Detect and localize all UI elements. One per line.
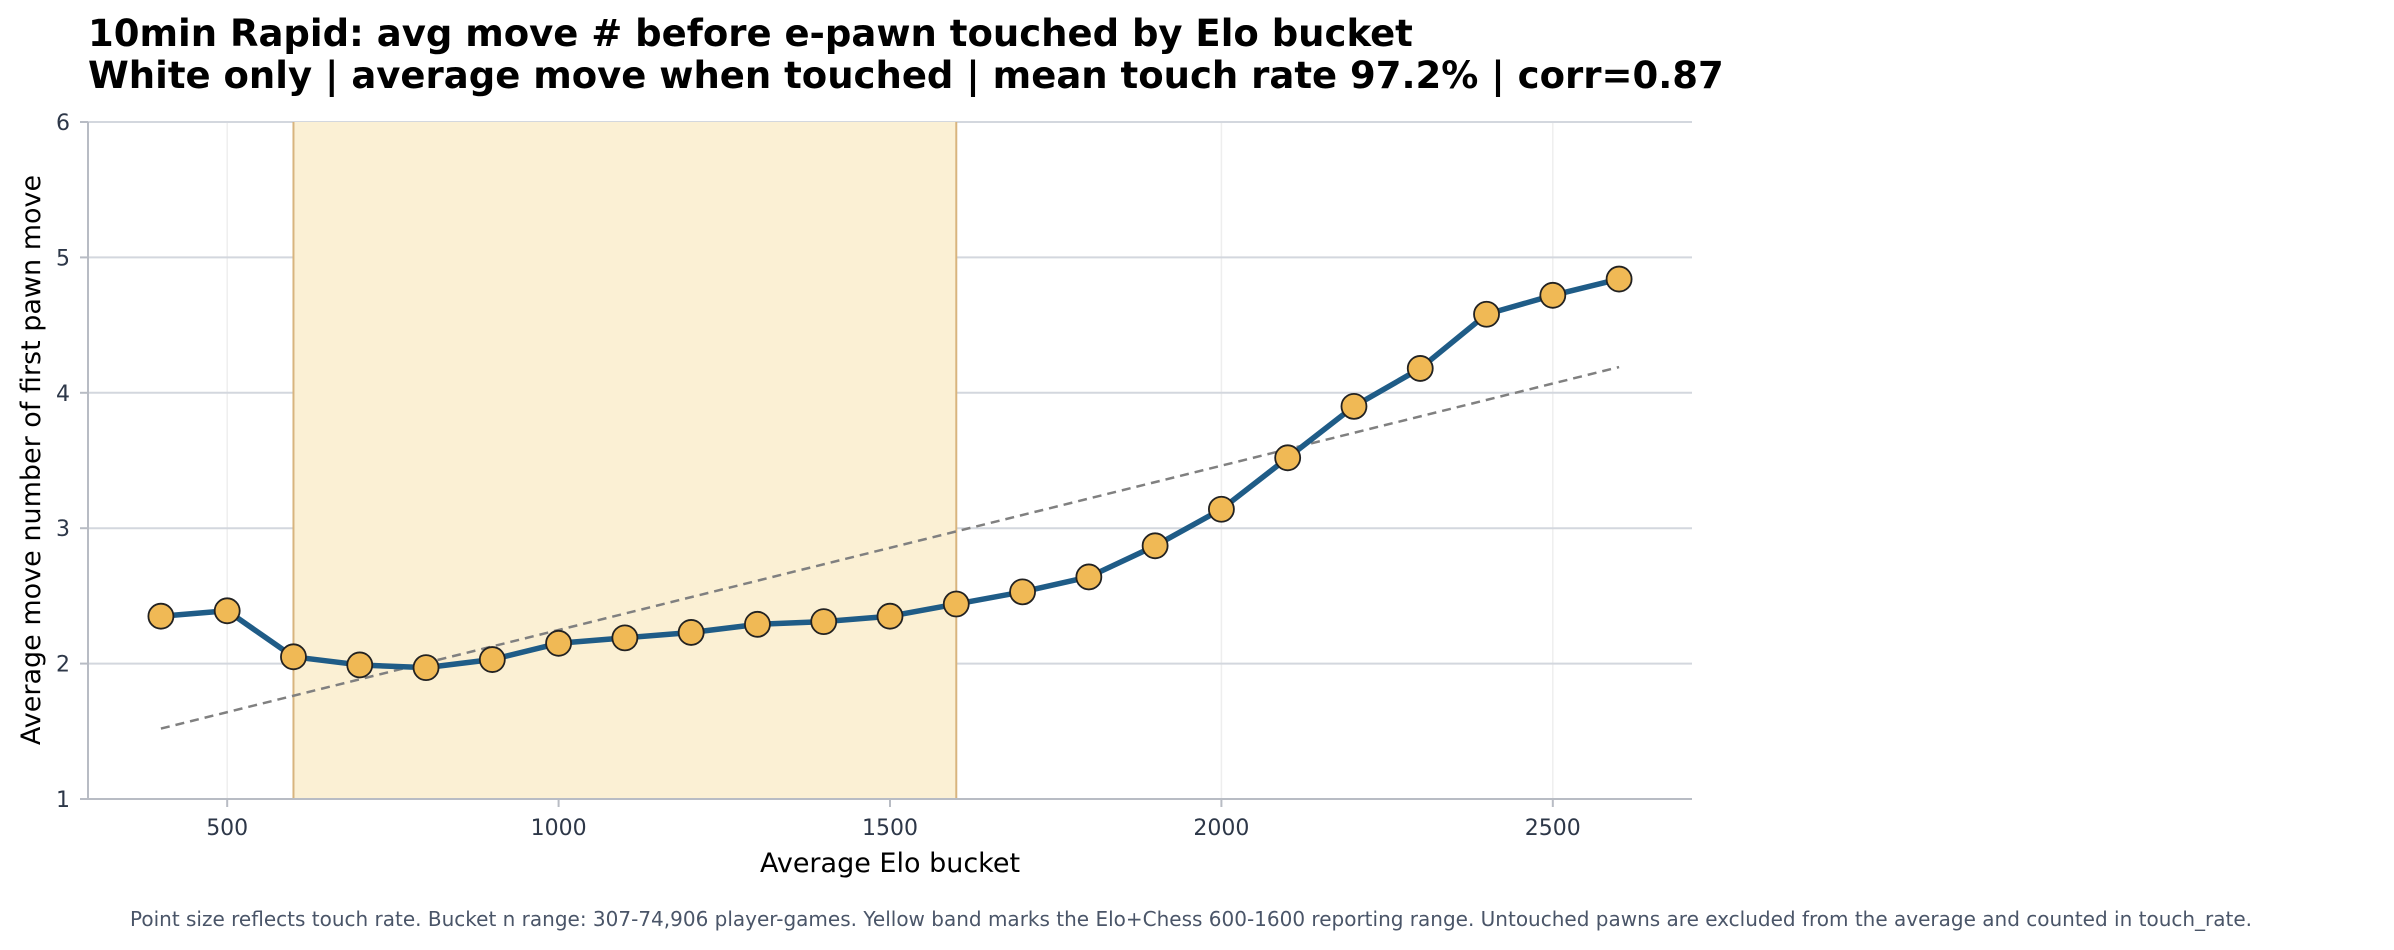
data-point <box>1009 578 1036 606</box>
y-tick-label: 4 <box>56 382 70 407</box>
data-point <box>280 643 307 671</box>
data-point <box>1605 265 1633 293</box>
highlight-band <box>293 122 957 799</box>
chart-title: 10min Rapid: avg move # before e-pawn to… <box>88 12 1413 55</box>
x-tick-label: 1000 <box>531 816 587 841</box>
data-point <box>810 608 838 636</box>
data-point <box>213 597 241 625</box>
data-point <box>876 602 904 630</box>
trendline-group <box>160 365 1620 730</box>
data-point <box>346 651 374 679</box>
y-tick-label: 3 <box>56 517 70 542</box>
data-point <box>1473 300 1500 328</box>
y-tick-label: 5 <box>56 246 70 271</box>
x-tick-label: 500 <box>206 816 248 841</box>
data-point <box>545 629 572 657</box>
x-axis-label: Average Elo bucket <box>760 848 1020 879</box>
data-point <box>147 602 175 630</box>
data-point <box>677 619 705 646</box>
chart-caption: Point size reflects touch rate. Bucket n… <box>130 907 2252 931</box>
y-axis-label: Average move number of first pawn move <box>16 175 47 745</box>
data-point <box>1406 355 1434 382</box>
data-point <box>1539 281 1567 309</box>
data-point <box>1340 392 1368 420</box>
data-point <box>1075 563 1103 591</box>
trendline <box>160 365 1620 730</box>
x-tick-label: 2000 <box>1193 816 1249 841</box>
x-tick-label: 2500 <box>1525 816 1581 841</box>
axes <box>80 121 1692 807</box>
data-points <box>147 265 1633 682</box>
data-point <box>1274 444 1302 472</box>
highlight-band-group <box>292 122 958 799</box>
data-point <box>478 646 506 673</box>
tick-labels: 500 1000 1500 2000 2500 1 2 3 4 5 6 <box>56 111 1581 841</box>
data-point <box>942 590 970 618</box>
data-point <box>611 624 639 652</box>
data-point <box>1141 532 1169 560</box>
data-point <box>412 654 440 682</box>
y-tick-label: 1 <box>56 788 70 813</box>
data-point <box>1208 495 1235 523</box>
chart-subtitle: White only | average move when touched |… <box>88 54 1724 97</box>
x-tick-label: 1500 <box>862 816 918 841</box>
y-tick-label: 6 <box>56 111 70 136</box>
data-point <box>744 610 771 638</box>
y-tick-label: 2 <box>56 653 70 678</box>
